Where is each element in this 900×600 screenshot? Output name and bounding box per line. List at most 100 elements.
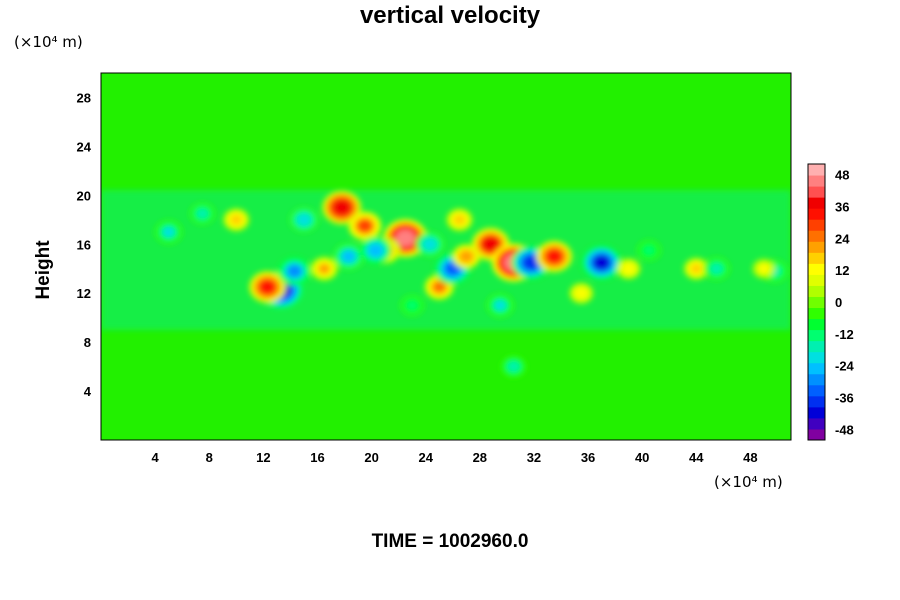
- plot-frame: [100, 72, 792, 441]
- colorbar-tick-label: -48: [835, 422, 854, 437]
- colorbar-segment: [808, 175, 825, 187]
- colorbar-segment: [808, 318, 825, 331]
- y-tick-label: 28: [77, 90, 91, 105]
- velocity-contour: [690, 263, 702, 274]
- colorbar-segment: [808, 373, 825, 386]
- colorbar-segment: [808, 296, 825, 309]
- y-tick-label: 20: [77, 188, 91, 203]
- velocity-cell: [616, 258, 641, 280]
- velocity-contour: [494, 300, 507, 311]
- colorbar-segment: [808, 329, 825, 342]
- colorbar-segment: [808, 417, 825, 430]
- velocity-features: [155, 190, 788, 378]
- colorbar-segment: [808, 285, 825, 297]
- velocity-contour: [423, 238, 437, 250]
- velocity-cell: [752, 258, 776, 279]
- velocity-contour: [406, 300, 418, 311]
- y-tick-label: 8: [84, 335, 91, 350]
- velocity-cell: [536, 240, 573, 273]
- x-tick-label: 32: [527, 450, 541, 465]
- velocity-cell: [569, 282, 594, 304]
- velocity-contour: [333, 200, 351, 216]
- colorbar-ticks: 48 36 24 12 0 -12 -24 -36 -48: [835, 168, 855, 438]
- colorbar-segment: [808, 362, 825, 375]
- velocity-cell: [400, 295, 425, 316]
- velocity-cell: [581, 245, 622, 280]
- y-tick-label: 24: [77, 139, 92, 154]
- x-tick-label: 12: [256, 450, 270, 465]
- colorbar-segment: [808, 197, 825, 209]
- velocity-contour: [576, 288, 587, 298]
- y-unit-label: (×10⁴ m): [14, 33, 83, 51]
- velocity-cell: [501, 355, 527, 378]
- x-tick-label: 36: [581, 450, 595, 465]
- colorbar-segment: [808, 340, 825, 353]
- x-axis-ticks: 4 8 12 16 20 24 28 32 36 40 44 48: [152, 450, 758, 465]
- x-tick-label: 24: [418, 450, 433, 465]
- velocity-contour: [643, 245, 655, 255]
- velocity-contour: [368, 244, 383, 257]
- x-tick-label: 44: [689, 450, 704, 465]
- y-tick-label: 12: [77, 286, 91, 301]
- colorbar-segment: [808, 252, 825, 264]
- velocity-cell: [310, 256, 338, 281]
- velocity-contour: [230, 214, 243, 225]
- velocity-cell: [683, 257, 709, 280]
- velocity-contour: [482, 236, 500, 252]
- velocity-contour: [297, 214, 311, 226]
- x-tick-label: 8: [206, 450, 213, 465]
- x-tick-label: 16: [310, 450, 324, 465]
- velocity-cell: [322, 190, 362, 225]
- colorbar-segment: [808, 186, 825, 198]
- velocity-cell: [486, 293, 514, 318]
- velocity-contour: [459, 251, 473, 262]
- colorbar-tick-label: 12: [835, 263, 849, 278]
- time-label: TIME = 1002960.0: [371, 531, 529, 552]
- velocity-cell: [289, 207, 319, 233]
- colorbar-tick-label: 0: [835, 295, 842, 310]
- x-unit-label: (×10⁴ m): [714, 473, 783, 491]
- velocity-contour: [546, 249, 563, 264]
- velocity-cell: [333, 243, 364, 270]
- velocity-contour: [453, 214, 466, 225]
- velocity-cell: [359, 236, 392, 265]
- velocity-cell: [190, 202, 215, 225]
- colorbar-tick-label: -24: [835, 359, 855, 374]
- velocity-cell: [348, 211, 382, 241]
- y-tick-label: 4: [84, 384, 92, 399]
- velocity-contour: [522, 255, 540, 271]
- colorbar-segment: [808, 406, 825, 419]
- velocity-cell: [703, 257, 730, 281]
- chart-title: vertical velocity: [359, 2, 541, 29]
- velocity-cell: [637, 240, 661, 261]
- colorbar-segment: [808, 428, 825, 441]
- velocity-cell: [155, 220, 183, 244]
- velocity-contour: [259, 280, 276, 295]
- velocity-cell: [223, 208, 250, 232]
- velocity-contour: [710, 263, 723, 274]
- velocity-contour: [341, 250, 356, 263]
- velocity-contour: [318, 263, 331, 274]
- velocity-contour: [432, 281, 446, 293]
- colorbar-tick-label: 36: [835, 199, 849, 214]
- colorbar-segment: [808, 219, 825, 231]
- x-tick-label: 48: [743, 450, 757, 465]
- colorbar-segment: [808, 230, 825, 242]
- y-tick-label: 16: [77, 237, 91, 252]
- velocity-contour: [592, 254, 611, 271]
- velocity-cell: [446, 208, 473, 232]
- colorbar-tick-label: -12: [835, 327, 854, 342]
- colorbar-segment: [808, 351, 825, 364]
- colorbar-tick-label: 48: [835, 168, 849, 183]
- colorbar: [807, 163, 826, 441]
- x-tick-label: 40: [635, 450, 649, 465]
- colorbar-segment: [808, 241, 825, 253]
- colorbar-tick-label: 24: [835, 231, 850, 246]
- plot-area: [100, 72, 792, 441]
- x-tick-label: 20: [364, 450, 378, 465]
- velocity-contour: [357, 219, 373, 233]
- colorbar-segment: [808, 307, 825, 320]
- velocity-contour: [196, 208, 208, 219]
- velocity-contour: [162, 226, 175, 238]
